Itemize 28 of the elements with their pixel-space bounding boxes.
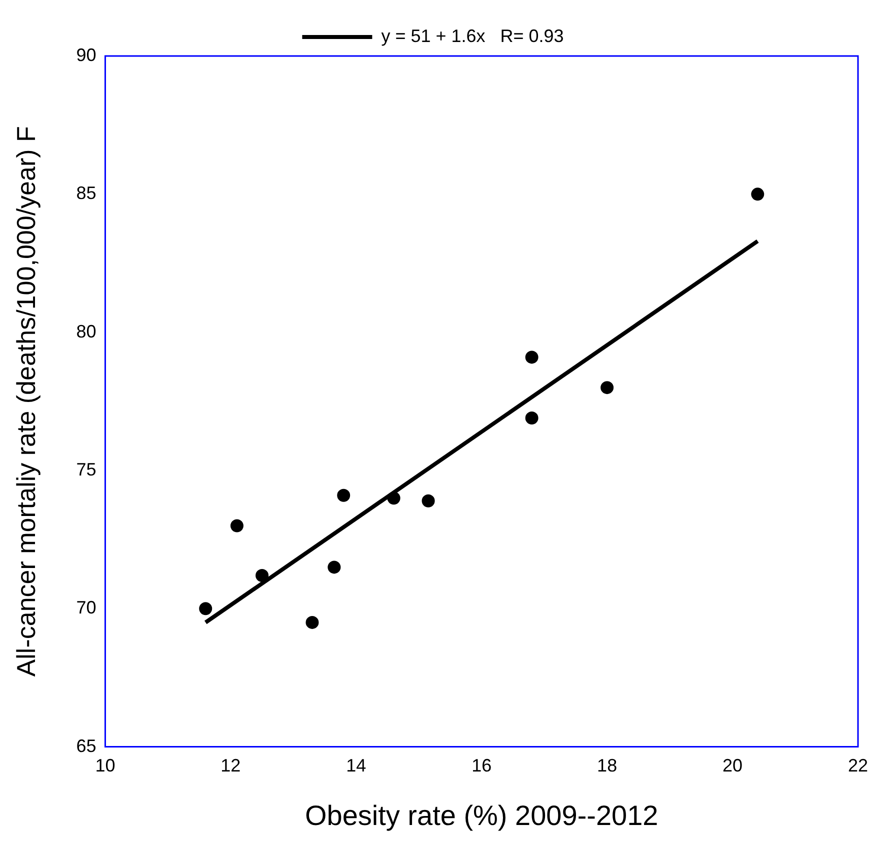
x-tick-label: 14 [346,756,366,776]
point [256,568,269,582]
x-tick-label: 18 [597,756,618,776]
point [751,188,764,201]
point [387,492,400,505]
y-tick-label: 80 [76,321,96,342]
point [199,602,212,616]
point [525,350,538,364]
point [337,488,350,502]
x-tick-label: 20 [722,756,743,776]
y-tick-label: 70 [76,598,96,618]
point [600,381,614,394]
point [525,411,538,424]
point [306,616,319,629]
y-axis-title: All-cancer mortaliy rate (deaths/100,000/year) F [10,126,41,677]
x-tick-label: 16 [472,756,492,776]
x-tick-label: 22 [848,756,868,776]
y-tick-label: 85 [76,183,96,204]
y-tick-label: 65 [76,736,96,756]
point [422,494,435,508]
y-tick-label: 90 [76,44,96,65]
y-tick-label: 75 [76,459,96,480]
x-tick-label: 10 [95,756,116,776]
x-axis-title: Obesity rate (%) 2009--2012 [304,800,658,831]
point [328,560,341,574]
point [230,519,244,532]
legend-label: y = 51 + 1.6x R= 0.93 [381,26,564,46]
x-tick-label: 12 [220,756,241,776]
